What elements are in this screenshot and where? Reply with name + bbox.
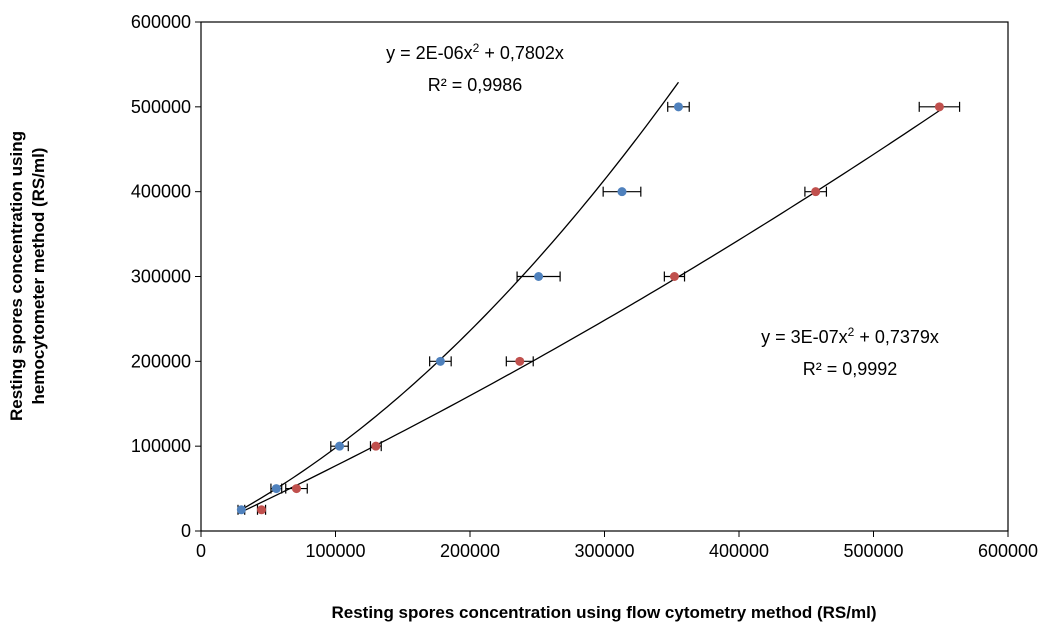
plot-area-frame [200,21,1009,532]
data-point-series-1 [435,356,445,366]
data-point-series-2 [934,102,944,112]
data-points [236,102,944,515]
trendline-series-1 [238,81,680,512]
y-tick-label: 0 [181,521,191,541]
equation-annotation-series-2: y = 3E-07x2 + 0,7379x [761,325,939,347]
data-point-series-2 [669,272,679,281]
y-tick-label: 100000 [131,436,191,456]
y-tick-label: 200000 [131,351,191,371]
trendlines [238,81,940,514]
x-axis: 0 100000 200000 300000 400000 500000 600000 [196,531,1038,561]
data-point-series-2 [257,505,267,515]
y-tick-label: 500000 [131,97,191,117]
y-axis-title-line-1: Resting spores concentration using [7,131,26,421]
x-tick-label: 400000 [709,541,769,561]
y-tick-label: 400000 [131,182,191,202]
equation-annotation-series-1: y = 2E-06x2 + 0,7802x [386,41,564,63]
data-point-series-2 [811,187,821,197]
data-point-series-1 [236,505,246,515]
y-axis-title-line-2: hemocytometer method (RS/ml) [29,148,48,405]
x-tick-label: 500000 [843,541,903,561]
data-point-series-1 [673,102,683,112]
x-tick-label: 300000 [574,541,634,561]
trendline-series-2 [238,110,940,514]
y-axis: 0 100000 200000 300000 400000 500000 600000 [131,12,201,541]
r-squared-annotation-series-1: R² = 0,9986 [428,75,523,95]
x-tick-label: 600000 [978,541,1038,561]
r-squared-annotation-series-2: R² = 0,9992 [803,359,898,379]
y-axis-title: Resting spores concentration using hemoc… [7,131,48,421]
data-point-series-2 [371,441,381,451]
data-point-series-1 [534,272,544,281]
data-point-series-1 [271,484,281,494]
y-tick-label: 300000 [131,267,191,287]
y-tick-label: 600000 [131,12,191,32]
data-point-series-2 [515,356,525,366]
data-point-series-1 [617,187,627,197]
error-bars [237,101,961,515]
x-tick-label: 200000 [440,541,500,561]
data-point-series-2 [291,484,301,494]
data-point-series-1 [335,441,345,451]
x-axis-title: Resting spores concentration using flow … [331,603,876,622]
x-tick-label: 0 [196,541,206,561]
x-tick-label: 100000 [305,541,365,561]
